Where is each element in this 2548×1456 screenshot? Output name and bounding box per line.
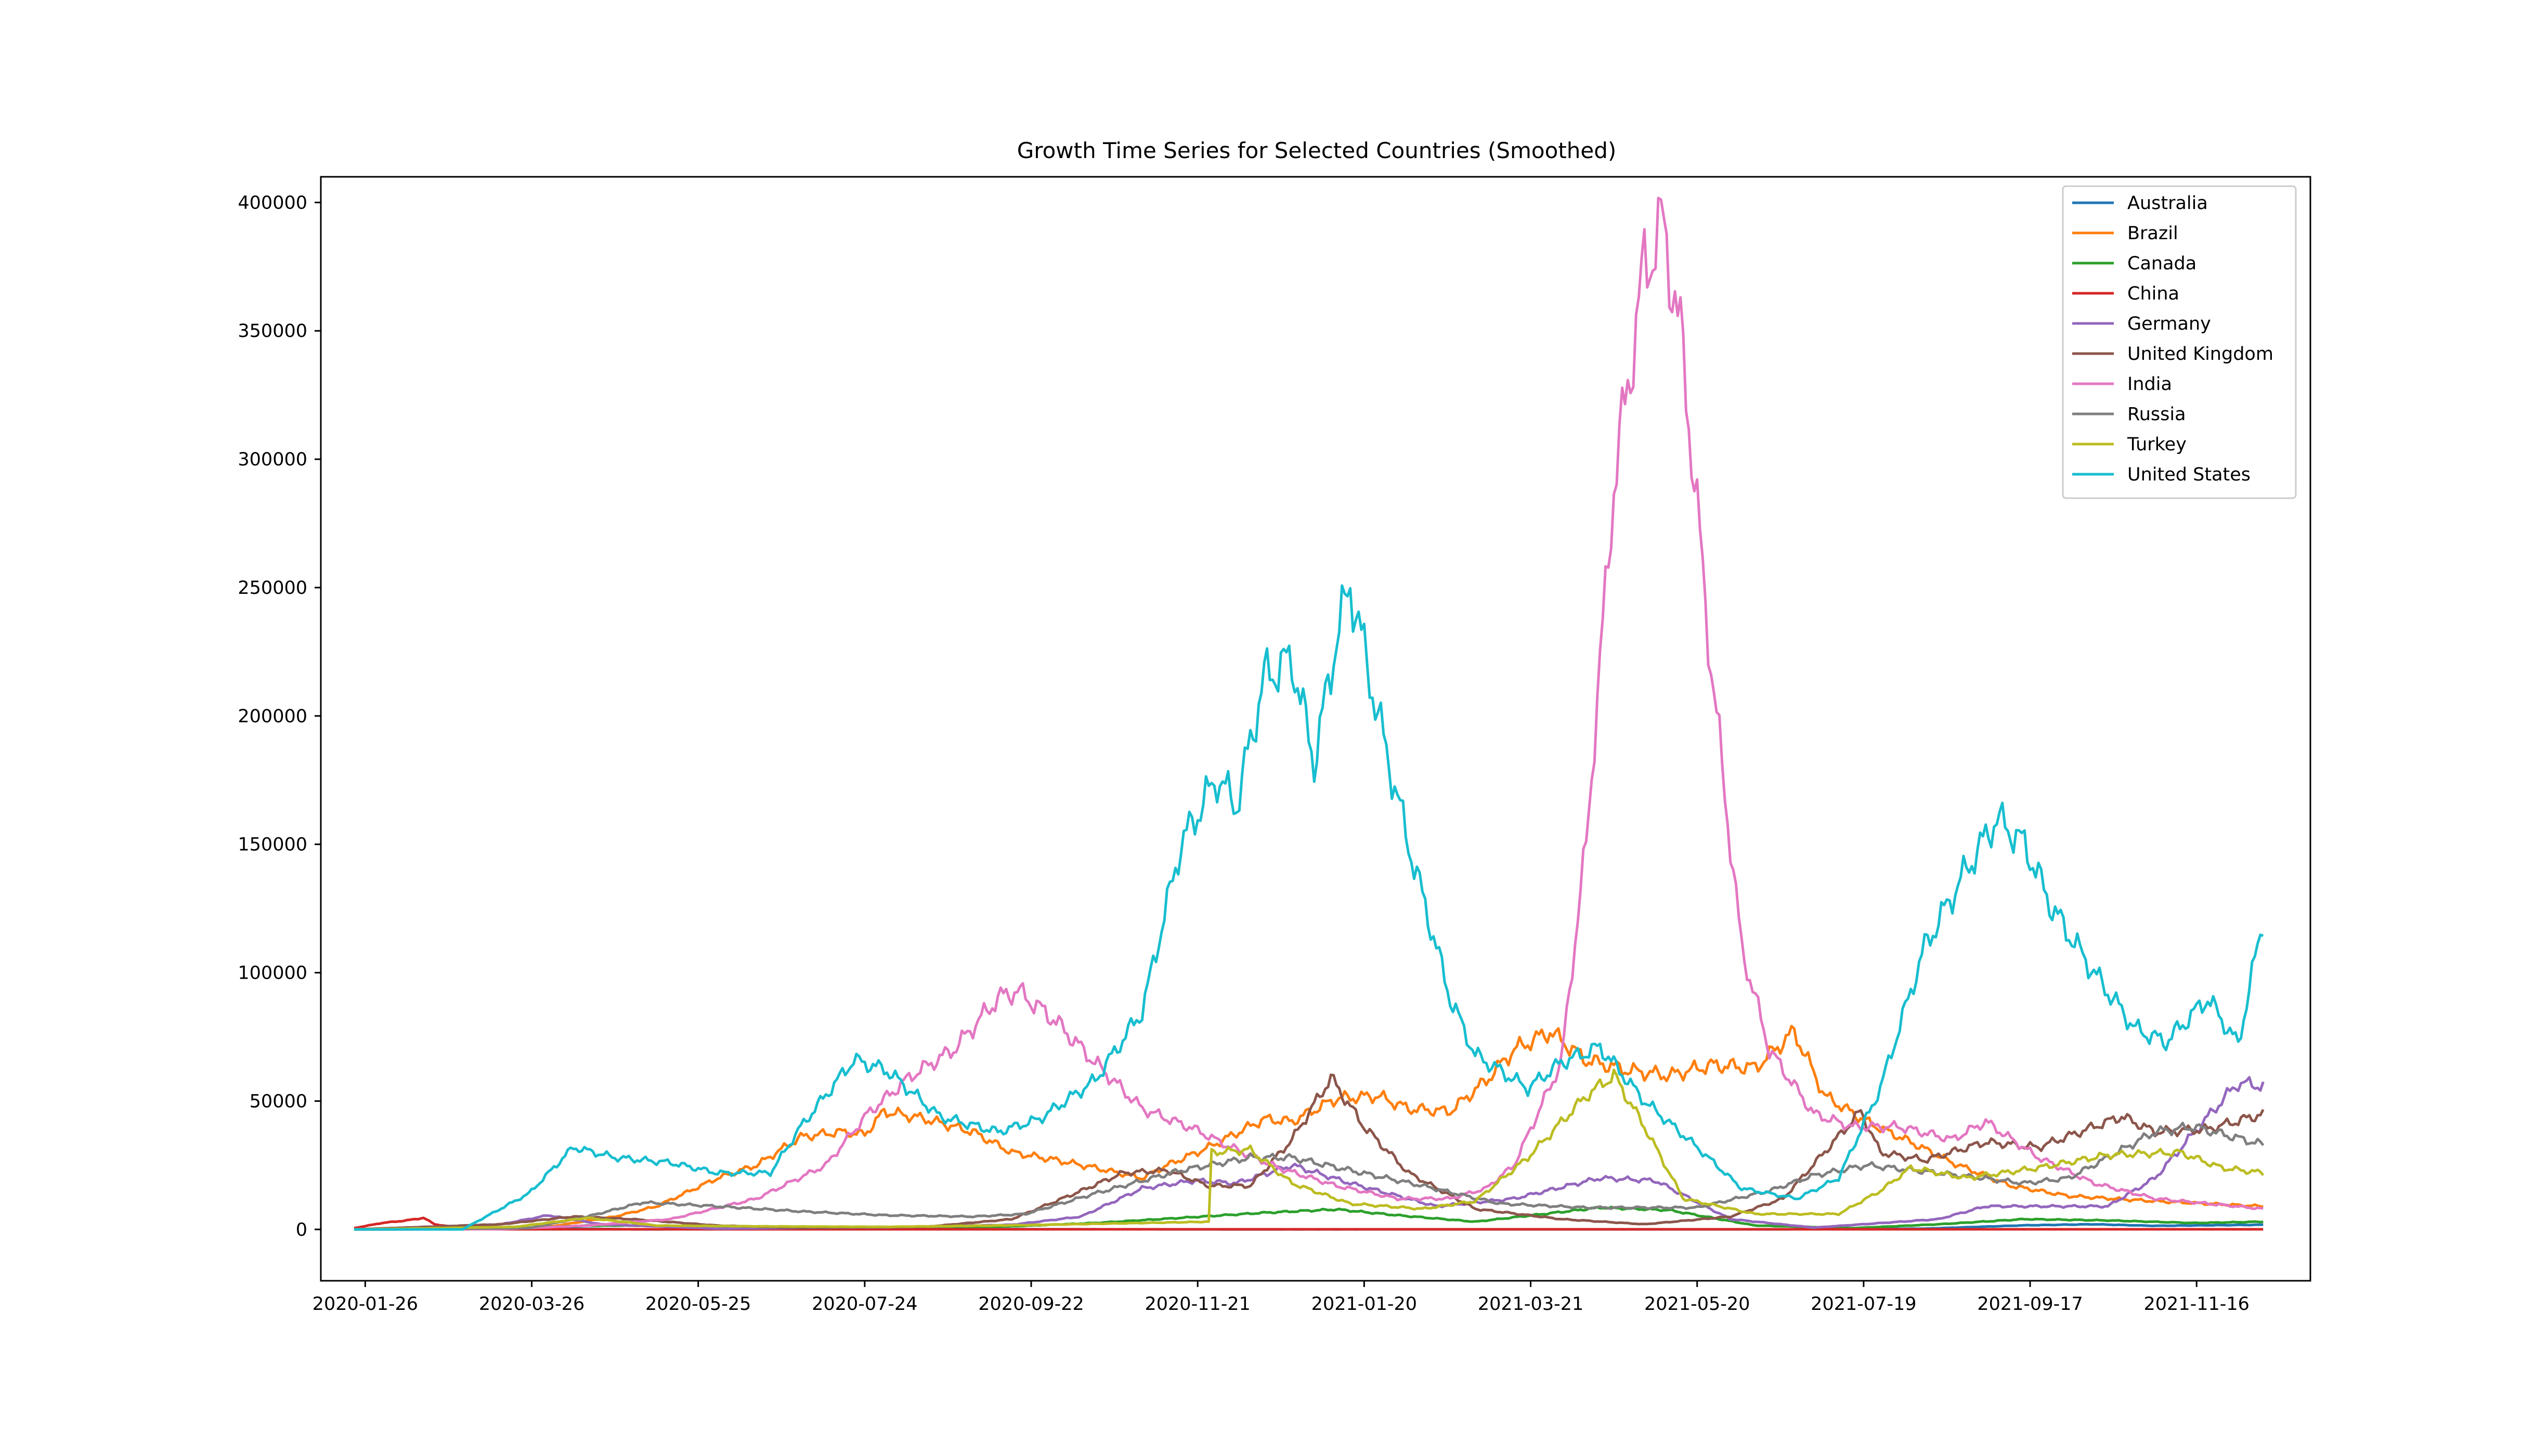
x-tick-label: 2021-11-16 [2144, 1294, 2250, 1315]
legend-label-united-states: United States [2127, 464, 2251, 485]
y-tick-label: 100000 [238, 963, 307, 984]
x-tick-label: 2021-07-19 [1811, 1294, 1916, 1315]
legend-label-germany: Germany [2127, 314, 2211, 334]
x-tick-label: 2020-05-25 [645, 1294, 751, 1315]
x-tick-label: 2021-05-20 [1644, 1294, 1750, 1315]
x-tick-label: 2020-09-22 [978, 1294, 1084, 1315]
legend-label-india: India [2127, 374, 2172, 395]
y-axis: 0 50000 100000 150000 200000 250000 300000 3500… [238, 192, 321, 1240]
series-layer [354, 197, 2265, 1231]
x-tick-label: 2021-01-20 [1311, 1294, 1417, 1315]
series-line-india [354, 197, 2264, 1231]
y-tick-label: 350000 [238, 321, 307, 342]
series-line-turkey [354, 1068, 2265, 1231]
chart-title: Growth Time Series for Selected Countrie… [1017, 138, 1617, 163]
legend-label-united-kingdom: United Kingdom [2127, 344, 2273, 365]
x-tick-label: 2020-03-26 [479, 1294, 584, 1315]
y-tick-label: 150000 [238, 835, 307, 855]
legend-label-russia: Russia [2127, 404, 2186, 425]
legend-label-australia: Australia [2127, 193, 2208, 214]
y-tick-label: 0 [296, 1219, 307, 1240]
x-tick-label: 2021-03-21 [1478, 1294, 1583, 1315]
y-tick-label: 250000 [238, 578, 307, 599]
x-tick-label: 2021-09-17 [1977, 1294, 2083, 1315]
legend-label-turkey: Turkey [2127, 434, 2187, 455]
x-tick-label: 2020-01-26 [313, 1294, 418, 1315]
legend: Australia Brazil Canada China Germany United … [2062, 185, 2297, 499]
legend-label-china: China [2127, 283, 2179, 304]
series-line-united-states [354, 584, 2264, 1231]
y-tick-label: 400000 [238, 192, 307, 213]
y-tick-label: 50000 [250, 1091, 307, 1112]
x-axis: 2020-01-26 2020-03-26 2020-05-25 2020-07-24… [313, 1281, 2250, 1315]
series-line-china [354, 1216, 2264, 1231]
x-tick-label: 2020-07-24 [812, 1294, 917, 1315]
legend-label-canada: Canada [2127, 253, 2196, 274]
x-tick-label: 2020-11-21 [1145, 1294, 1251, 1315]
y-tick-label: 300000 [238, 449, 307, 470]
legend-box [2062, 185, 2297, 499]
y-tick-label: 200000 [238, 706, 307, 727]
plot-frame [320, 176, 2311, 1282]
series-line-united-kingdom [354, 1073, 2265, 1231]
legend-label-brazil: Brazil [2127, 223, 2178, 244]
